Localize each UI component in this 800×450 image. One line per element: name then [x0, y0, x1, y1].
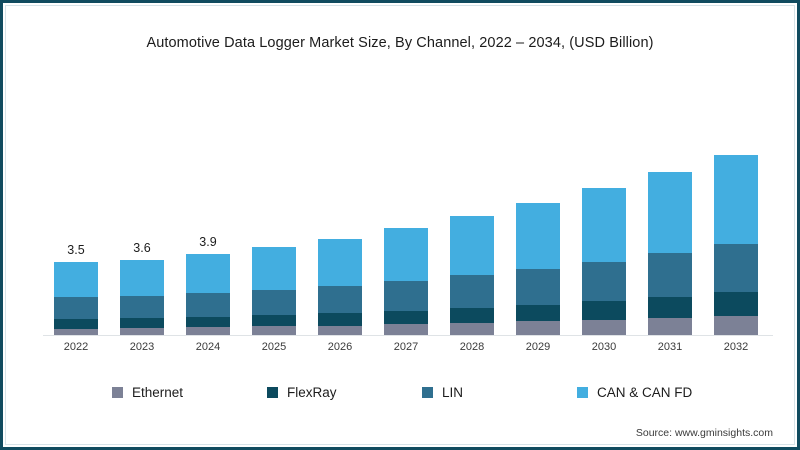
stacked-bar[interactable] — [714, 154, 758, 336]
bar-segment-ethernet[interactable] — [582, 319, 626, 336]
x-axis-baseline — [43, 335, 773, 336]
bar-column[interactable] — [241, 83, 307, 336]
x-tick-2031: 2031 — [657, 341, 683, 353]
stacked-bar[interactable] — [582, 188, 626, 336]
bar-segment-can-can-fd[interactable] — [582, 188, 626, 262]
stacked-bar[interactable] — [54, 262, 98, 336]
bar-segment-ethernet[interactable] — [252, 326, 296, 336]
bar-segment-ethernet[interactable] — [450, 322, 494, 336]
bar-column[interactable] — [571, 83, 637, 336]
bar-column[interactable] — [703, 83, 769, 336]
x-tick-2032: 2032 — [723, 341, 749, 353]
bar-value-label: 3.9 — [199, 234, 217, 249]
bar-segment-flexray[interactable] — [714, 292, 758, 316]
x-tick-2024: 2024 — [195, 341, 221, 353]
x-axis-tick-labels: 2022 2023 2024 2025 2026 2027 2028 2029 2030 2031… — [43, 341, 773, 361]
bar-segment-can-can-fd[interactable] — [714, 154, 758, 245]
bar-segment-lin[interactable] — [648, 253, 692, 297]
bar-segment-can-can-fd[interactable] — [318, 239, 362, 287]
bar-segment-flexray[interactable] — [450, 307, 494, 323]
stacked-bar[interactable] — [120, 260, 164, 336]
bar-column[interactable]: 3.6 — [109, 83, 175, 336]
bar-segment-ethernet[interactable] — [318, 325, 362, 336]
bar-segment-lin[interactable] — [582, 261, 626, 301]
x-tick-2025: 2025 — [261, 341, 287, 353]
bar-segment-ethernet[interactable] — [714, 315, 758, 336]
legend-item-lin[interactable]: LIN — [400, 385, 555, 400]
bar-segment-lin[interactable] — [384, 280, 428, 311]
source-attribution: Source: www.gminsights.com — [635, 427, 773, 439]
stacked-bar[interactable] — [186, 253, 230, 336]
stacked-bar[interactable] — [648, 171, 692, 336]
bar-segment-can-can-fd[interactable] — [54, 262, 98, 298]
bar-segment-ethernet[interactable] — [54, 328, 98, 336]
bar-column[interactable] — [637, 83, 703, 336]
plot-area: 3.5 3.6 3.9 — [43, 83, 773, 336]
legend-swatch-icon — [112, 387, 123, 398]
stacked-bar[interactable] — [384, 228, 428, 336]
legend-label: Ethernet — [132, 385, 184, 400]
bar-segment-flexray[interactable] — [384, 310, 428, 325]
bar-segment-can-can-fd[interactable] — [450, 215, 494, 276]
bar-segment-can-can-fd[interactable] — [516, 203, 560, 269]
legend-label: LIN — [442, 385, 464, 400]
x-tick-2023: 2023 — [129, 341, 155, 353]
bar-column[interactable] — [439, 83, 505, 336]
bar-segment-flexray[interactable] — [186, 316, 230, 328]
bar-segment-flexray[interactable] — [120, 318, 164, 329]
chart-legend: Ethernet FlexRay LIN CAN & CAN FD — [3, 385, 797, 400]
bar-segment-lin[interactable] — [186, 293, 230, 317]
stacked-bar[interactable] — [516, 203, 560, 336]
bar-value-label: 3.6 — [133, 241, 151, 256]
bar-value-label: 3.5 — [67, 243, 85, 258]
stacked-bar[interactable] — [450, 215, 494, 336]
bar-segment-lin[interactable] — [120, 296, 164, 319]
bar-segment-ethernet[interactable] — [186, 327, 230, 336]
stacked-bar[interactable] — [318, 239, 362, 336]
legend-swatch-icon — [577, 387, 588, 398]
bar-segment-flexray[interactable] — [648, 296, 692, 318]
bar-segment-flexray[interactable] — [252, 315, 296, 327]
bar-segment-flexray[interactable] — [54, 318, 98, 329]
bar-segment-lin[interactable] — [450, 275, 494, 308]
x-tick-2026: 2026 — [327, 341, 353, 353]
x-tick-2030: 2030 — [591, 341, 617, 353]
bar-segment-can-can-fd[interactable] — [384, 228, 428, 281]
legend-swatch-icon — [267, 387, 278, 398]
chart-title: Automotive Data Logger Market Size, By C… — [146, 35, 654, 51]
legend-label: CAN & CAN FD — [597, 385, 693, 400]
bar-segment-ethernet[interactable] — [120, 328, 164, 336]
bar-segment-can-can-fd[interactable] — [648, 171, 692, 254]
stacked-bar[interactable] — [252, 247, 296, 336]
bar-segment-lin[interactable] — [54, 297, 98, 319]
x-tick-2022: 2022 — [63, 341, 89, 353]
legend-item-flexray[interactable]: FlexRay — [245, 385, 400, 400]
legend-swatch-icon — [422, 387, 433, 398]
legend-item-can-can-fd[interactable]: CAN & CAN FD — [555, 385, 710, 400]
bar-column[interactable] — [505, 83, 571, 336]
bar-segment-flexray[interactable] — [318, 313, 362, 326]
bar-segment-lin[interactable] — [714, 244, 758, 293]
bar-segment-lin[interactable] — [516, 268, 560, 305]
legend-label: FlexRay — [287, 385, 337, 400]
bar-segment-lin[interactable] — [252, 290, 296, 316]
bar-column[interactable]: 3.9 — [175, 83, 241, 336]
x-tick-2029: 2029 — [525, 341, 551, 353]
bar-segment-can-can-fd[interactable] — [186, 253, 230, 294]
bar-segment-flexray[interactable] — [516, 304, 560, 322]
bar-segment-flexray[interactable] — [582, 301, 626, 320]
bar-segment-can-can-fd[interactable] — [120, 260, 164, 297]
bar-segment-ethernet[interactable] — [384, 324, 428, 336]
x-tick-2028: 2028 — [459, 341, 485, 353]
bar-segment-lin[interactable] — [318, 286, 362, 314]
bar-column[interactable] — [307, 83, 373, 336]
legend-item-ethernet[interactable]: Ethernet — [90, 385, 245, 400]
bar-segment-can-can-fd[interactable] — [252, 247, 296, 291]
x-tick-2027: 2027 — [393, 341, 419, 353]
bar-segment-ethernet[interactable] — [516, 321, 560, 336]
bar-column[interactable]: 3.5 — [43, 83, 109, 336]
bar-column[interactable] — [373, 83, 439, 336]
bar-segment-ethernet[interactable] — [648, 317, 692, 336]
